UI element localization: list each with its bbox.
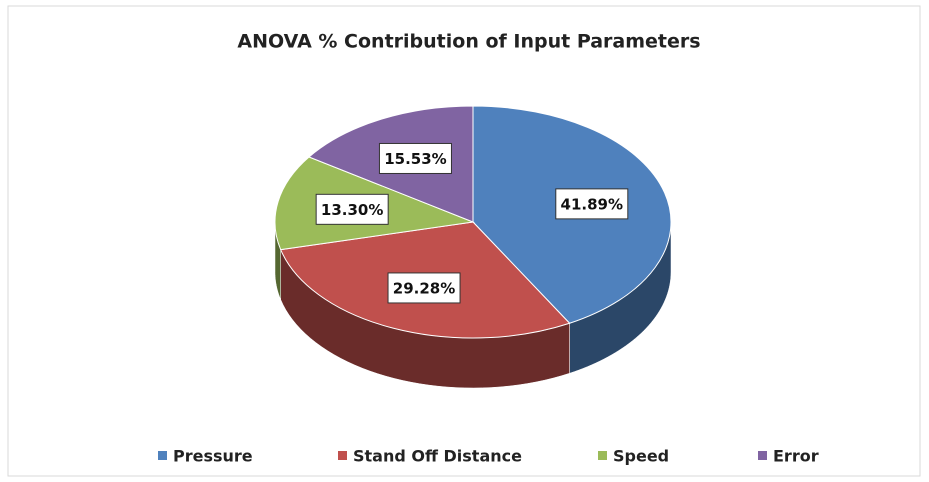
data-label-box — [378, 142, 452, 174]
legend-swatch — [158, 451, 167, 460]
legend-label: Error — [773, 447, 819, 466]
data-label: 29.28% — [393, 279, 455, 297]
chart-title: ANOVA % Contribution of Input Parameters — [237, 31, 700, 53]
data-label-box — [387, 272, 461, 304]
data-label: 15.53% — [384, 150, 446, 168]
legend-swatch — [338, 451, 347, 460]
legend-label: Pressure — [173, 447, 253, 466]
data-label: 41.89% — [561, 195, 623, 213]
legend-label: Speed — [613, 447, 669, 466]
legend-swatch — [598, 451, 607, 460]
data-label-box — [315, 193, 389, 225]
legend-swatch — [758, 451, 767, 460]
data-label: 13.30% — [321, 201, 383, 219]
legend-label: Stand Off Distance — [353, 447, 522, 466]
data-label-box — [555, 188, 629, 220]
